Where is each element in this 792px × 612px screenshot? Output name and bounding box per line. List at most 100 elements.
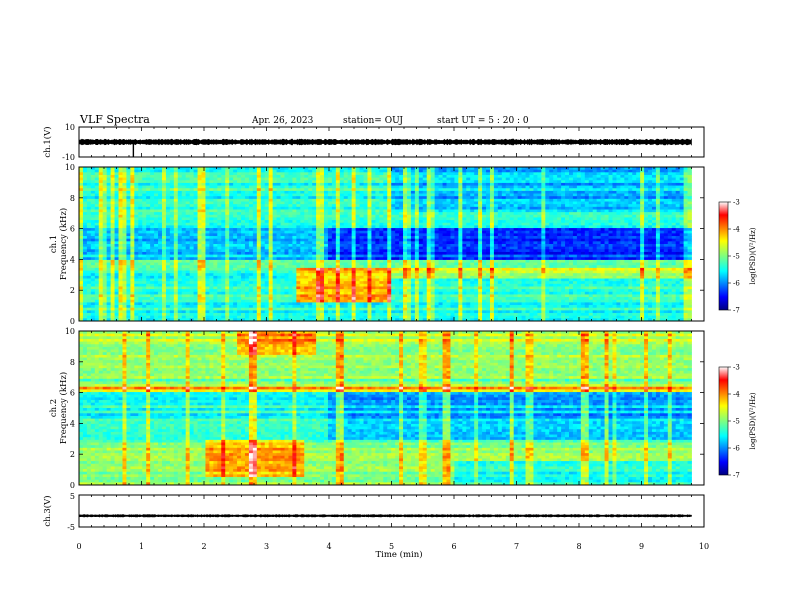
spectrogram-cell bbox=[486, 204, 491, 208]
spectrogram-cell bbox=[264, 212, 270, 216]
spectrogram-cell bbox=[655, 214, 661, 218]
spectrogram-cell bbox=[327, 204, 333, 208]
spectrogram-cell bbox=[193, 212, 198, 216]
spectrogram-cell bbox=[406, 172, 412, 176]
spectrogram-cell bbox=[513, 209, 519, 213]
spectrogram-cell bbox=[651, 177, 657, 181]
spectrogram-cell bbox=[233, 188, 238, 192]
spectrogram-cell bbox=[576, 193, 582, 197]
spectrogram-cell bbox=[509, 222, 515, 226]
spectrogram-cell bbox=[205, 230, 210, 234]
spectrogram-cell bbox=[600, 169, 605, 173]
spectrogram-cell bbox=[335, 206, 341, 210]
spectrogram-cell bbox=[557, 188, 562, 192]
spectrogram-cell bbox=[90, 204, 96, 208]
spectrogram-cell bbox=[659, 167, 665, 171]
spectrogram-cell bbox=[486, 233, 491, 237]
spectrogram-cell bbox=[189, 212, 194, 216]
spectrogram-cell bbox=[134, 185, 139, 189]
spectrogram-cell bbox=[557, 198, 562, 202]
spectrogram-cell bbox=[628, 174, 633, 179]
spectrogram-cell bbox=[98, 214, 104, 218]
spectrogram-cell bbox=[525, 217, 530, 221]
spectrogram-cell bbox=[458, 220, 463, 224]
spectrogram-cell bbox=[256, 246, 262, 250]
spectrogram-cell bbox=[335, 182, 341, 186]
spectrogram-cell bbox=[600, 196, 605, 200]
spectrogram-cell bbox=[517, 236, 522, 240]
spectrogram-cell bbox=[268, 198, 274, 202]
spectrogram-cell bbox=[154, 196, 159, 200]
spectrogram-cell bbox=[320, 233, 325, 237]
spectrogram-cell bbox=[636, 228, 641, 232]
spectrogram-cell bbox=[165, 196, 171, 200]
spectrogram-cell bbox=[509, 230, 515, 234]
spectrogram-cell bbox=[553, 244, 558, 248]
spectrogram-cell bbox=[418, 220, 424, 224]
spectrogram-cell bbox=[446, 220, 451, 224]
spectrogram-cell bbox=[205, 193, 210, 197]
spectrogram-cell bbox=[142, 196, 147, 200]
spectrogram-cell bbox=[233, 167, 238, 171]
spectrogram-cell bbox=[687, 193, 692, 197]
spectrogram-cell bbox=[150, 167, 155, 171]
spectrogram-cell bbox=[86, 209, 92, 213]
spectrogram-cell bbox=[241, 182, 246, 186]
spectrogram-cell bbox=[260, 244, 266, 248]
spectrogram-cell bbox=[418, 217, 424, 221]
spectrogram-cell bbox=[489, 214, 495, 218]
spectrogram-cell bbox=[213, 185, 218, 189]
spectrogram-cell bbox=[185, 238, 191, 242]
spectrogram-cell bbox=[628, 244, 633, 248]
spectrogram-cell bbox=[189, 228, 194, 232]
spectrogram-cell bbox=[102, 204, 108, 208]
spectrogram-cell bbox=[541, 236, 546, 240]
spectrogram-cell bbox=[422, 185, 428, 189]
spectrogram-cell bbox=[221, 185, 226, 189]
spectrogram-cell bbox=[426, 196, 432, 200]
spectrogram-cell bbox=[549, 196, 554, 200]
spectrogram-cell bbox=[82, 225, 88, 229]
spectrogram-cell bbox=[644, 222, 649, 226]
spectrogram-cell bbox=[94, 233, 100, 237]
spectrogram-cell bbox=[320, 209, 325, 213]
spectrogram-cell bbox=[193, 241, 198, 245]
spectrogram-cell bbox=[529, 230, 534, 234]
spectrogram-cell bbox=[94, 182, 100, 186]
spectrogram-cell bbox=[98, 222, 104, 226]
spectrogram-cell bbox=[651, 236, 657, 240]
spectrogram-cell bbox=[667, 198, 673, 202]
spectrogram-cell bbox=[225, 220, 230, 224]
spectrogram-cell bbox=[280, 246, 285, 250]
spectrogram-cell bbox=[300, 177, 305, 181]
spectrogram-cell bbox=[572, 182, 578, 186]
spectrogram-cell bbox=[395, 193, 400, 197]
spectrogram-cell bbox=[501, 169, 507, 173]
spectrogram-cell bbox=[379, 238, 384, 242]
spectrogram-cell bbox=[612, 209, 617, 213]
spectrogram-cell bbox=[667, 177, 673, 181]
spectrogram-cell bbox=[557, 196, 562, 200]
spectrogram-cell bbox=[169, 244, 175, 248]
spectrogram-cell bbox=[648, 212, 653, 216]
spectrogram-cell bbox=[454, 188, 459, 192]
spectrogram-cell bbox=[628, 241, 633, 245]
spectrogram-cell bbox=[395, 238, 400, 242]
spectrogram-cell bbox=[375, 244, 380, 248]
spectrogram-cell bbox=[86, 236, 92, 240]
spectrogram-cell bbox=[541, 174, 546, 179]
spectrogram-cell bbox=[339, 212, 345, 216]
spectrogram-cell bbox=[414, 174, 420, 179]
spectrogram-cell bbox=[367, 177, 372, 181]
spectrogram-cell bbox=[154, 206, 159, 210]
spectrogram-cell bbox=[320, 198, 325, 202]
spectrogram-cell bbox=[359, 220, 364, 224]
spectrogram-cell bbox=[620, 177, 625, 181]
spectrogram-cell bbox=[268, 220, 274, 224]
spectrogram-cell bbox=[683, 172, 688, 176]
spectrogram-cell bbox=[414, 228, 420, 232]
spectrogram-cell bbox=[272, 174, 277, 179]
spectrogram-cell bbox=[126, 230, 131, 234]
spectrogram-cell bbox=[229, 212, 234, 216]
spectrogram-cell bbox=[98, 169, 104, 173]
